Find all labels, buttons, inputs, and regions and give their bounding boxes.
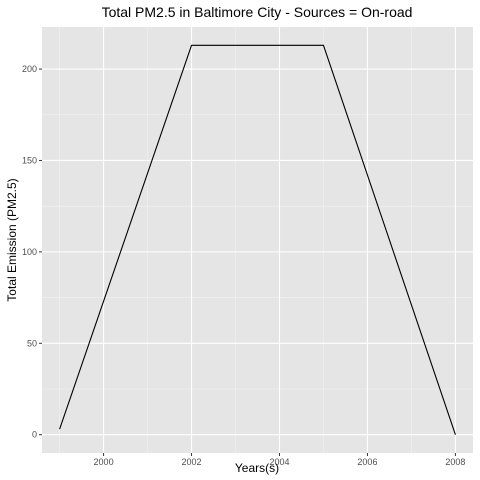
x-tick-label: 2000 (94, 457, 114, 467)
y-tick-label: 0 (32, 430, 37, 440)
plot-panel (42, 27, 473, 453)
x-tick-label: 2004 (269, 457, 289, 467)
y-tick-label: 100 (22, 247, 37, 257)
grid (42, 27, 473, 453)
series-line (59, 44, 456, 435)
y-axis-label: Total Emission (PM2.5) (5, 178, 19, 301)
y-tick-label: 50 (27, 338, 37, 348)
x-tick-label: 2006 (357, 457, 377, 467)
x-axis-label: Years(s) (235, 461, 279, 475)
y-axis-ticks: 0 50 100 150 200 (22, 64, 42, 440)
chart-title: Total PM2.5 in Baltimore City - Sources … (102, 4, 413, 20)
y-tick-label: 200 (22, 64, 37, 74)
x-tick-label: 2002 (182, 457, 202, 467)
series-group (59, 44, 456, 435)
x-axis-ticks: 2000 2002 2004 2006 2008 (94, 453, 465, 467)
y-tick-label: 150 (22, 155, 37, 165)
x-tick-label: 2008 (445, 457, 465, 467)
